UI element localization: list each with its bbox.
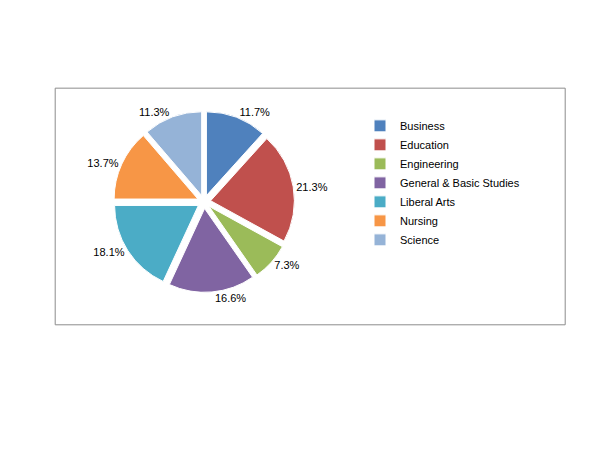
svg-text:General & Basic Studies: General & Basic Studies [400, 177, 520, 189]
svg-text:Nursing: Nursing [400, 215, 438, 227]
svg-text:Education: Education [400, 139, 449, 151]
svg-text:21.3%: 21.3% [296, 181, 327, 193]
svg-text:Liberal Arts: Liberal Arts [400, 196, 456, 208]
svg-text:11.3%: 11.3% [139, 106, 170, 118]
svg-text:11.7%: 11.7% [240, 106, 271, 118]
svg-text:Business: Business [400, 120, 445, 132]
svg-text:Science: Science [400, 234, 439, 246]
svg-text:13.7%: 13.7% [87, 157, 118, 169]
svg-text:7.3%: 7.3% [274, 259, 299, 271]
svg-text:18.1%: 18.1% [93, 246, 124, 258]
svg-text:16.6%: 16.6% [215, 292, 246, 304]
svg-text:Engineering: Engineering [400, 158, 459, 170]
